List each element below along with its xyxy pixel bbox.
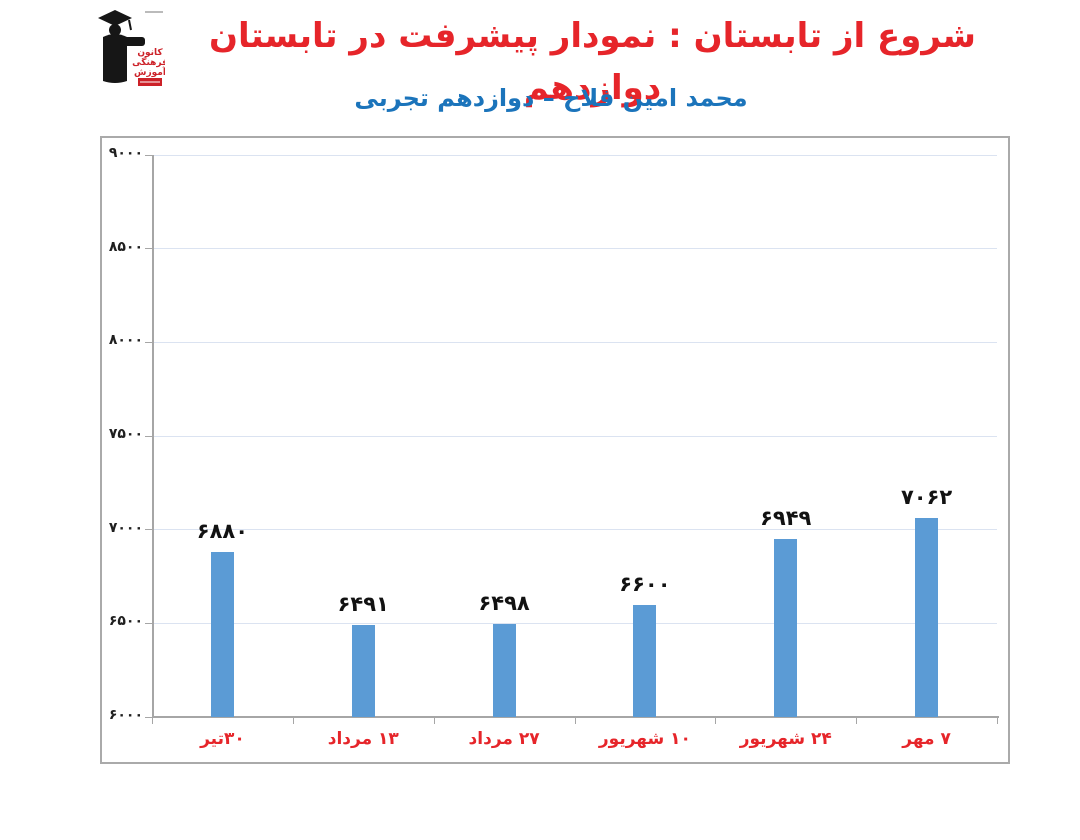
bar: [492, 623, 516, 717]
graduation-cap-icon: [98, 10, 132, 26]
y-tick-label: ۹۰۰۰: [108, 145, 143, 161]
cap-tassel: [128, 19, 132, 31]
x-axis-tick: [856, 718, 858, 724]
y-axis-tick: [145, 248, 152, 250]
y-axis-tick: [145, 622, 152, 624]
x-tick-label: ۷ مهر: [902, 729, 951, 749]
x-tick-label: ۲۴ شهریور: [739, 729, 832, 749]
bar-value-label: ۶۴۹۱: [337, 592, 389, 617]
bar: [210, 552, 234, 717]
gridline: [152, 529, 997, 531]
x-tick-label: ۱۰ شهریور: [598, 729, 691, 749]
x-axis-tick: [715, 718, 717, 724]
bar-value-label: ۶۶۰۰: [619, 571, 671, 596]
y-axis-line: [152, 155, 154, 717]
x-axis-tick: [574, 718, 576, 724]
x-axis-line: [152, 716, 999, 718]
bar-value-label: ۶۹۴۹: [760, 506, 812, 531]
x-tick-label: ۳۰تیر: [200, 729, 245, 749]
y-tick-label: ۸۰۰۰: [108, 332, 143, 349]
gridline: [152, 248, 997, 250]
gridline: [152, 154, 997, 156]
bar: [774, 539, 798, 717]
logo-text-line: کانون: [137, 48, 163, 58]
bar-value-label: ۶۸۸۰: [196, 519, 249, 544]
gridline: [152, 435, 997, 437]
page-subtitle: محمد امین فلاح – دوازدهم تجربی: [354, 84, 748, 112]
x-axis-tick: [433, 718, 435, 724]
bar-value-label: ۷۰۶۲: [900, 485, 953, 510]
bar: [351, 625, 375, 717]
y-tick-label: ۶۰۰۰: [108, 707, 143, 723]
bar-value-label: ۶۴۹۸: [478, 590, 530, 615]
y-axis-tick: [145, 154, 152, 156]
page-title: شروع از تابستان : نمودار پیشرفت در تابست…: [209, 16, 976, 108]
y-axis-tick: [145, 529, 152, 531]
x-tick-label: ۲۷ مرداد: [468, 729, 540, 749]
y-axis-tick: [145, 716, 152, 718]
logo-text-line: فرهنگی: [132, 56, 165, 68]
y-axis-tick: [145, 435, 152, 437]
logo-text-line: آموزش: [134, 66, 165, 78]
x-axis-tick: [997, 718, 998, 724]
graduate-arm: [123, 37, 145, 46]
x-tick-label: ۱۳ مرداد: [327, 729, 399, 749]
bar: [633, 604, 657, 717]
y-tick-label: ۶۵۰۰: [108, 613, 143, 630]
y-axis-tick: [145, 341, 152, 343]
x-axis-tick: [292, 718, 294, 724]
gridline: [152, 341, 997, 343]
gridline: [152, 622, 997, 624]
chart-area: ۶۰۰۰ ۶۵۰۰ ۷۰۰۰ ۷۵۰۰ ۸۰۰۰ ۸۵۰۰ ۹۰۰۰ ۶۸۸۰ ۳۰تیر ۶۴۹…: [100, 136, 1010, 764]
bar: [915, 518, 939, 717]
x-axis-tick: [152, 718, 153, 724]
graduate-head: [109, 24, 121, 36]
kanoon-logo: کانون فرهنگی آموزش: [98, 10, 165, 86]
y-tick-label: ۷۵۰۰: [108, 426, 143, 442]
graduate-gown: [103, 34, 127, 83]
y-tick-label: ۸۵۰۰: [108, 238, 143, 255]
y-tick-label: ۷۰۰۰: [108, 519, 143, 536]
